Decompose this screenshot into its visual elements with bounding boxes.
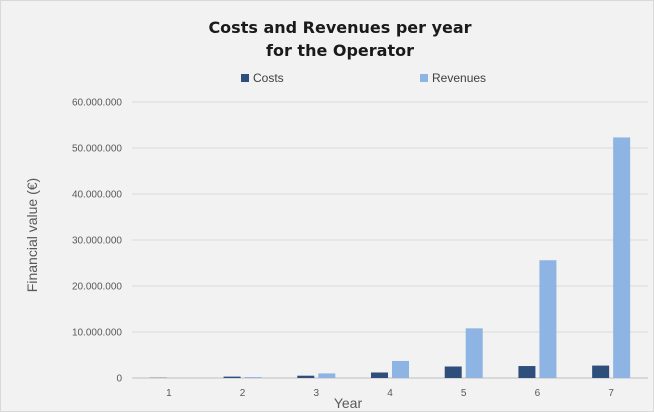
y-tick-label: 10.000.000 bbox=[72, 328, 122, 339]
x-tick-label: 4 bbox=[387, 388, 393, 399]
chart-title-line-2: for the Operator bbox=[266, 41, 414, 60]
bar-costs-year-3 bbox=[297, 375, 315, 378]
bar-costs-year-7 bbox=[592, 365, 610, 378]
y-tick-label: 50.000.000 bbox=[72, 144, 122, 155]
y-axis-ticks: 0 10.000.000 20.000.000 30.000.000 40.000.00… bbox=[72, 98, 123, 385]
bar-revenues-year-5 bbox=[465, 328, 483, 378]
bar-revenues-year-2 bbox=[244, 377, 262, 378]
y-axis-title: Financial value (€) bbox=[24, 178, 40, 292]
legend-label-costs: Costs bbox=[253, 71, 284, 85]
x-axis-title: Year bbox=[334, 395, 363, 411]
bar-revenues-year-4 bbox=[392, 360, 409, 378]
bar-revenues-year-7 bbox=[613, 137, 631, 378]
x-tick-label: 5 bbox=[461, 388, 467, 399]
bar-costs-year-5 bbox=[444, 366, 462, 378]
bar-revenues-year-3 bbox=[318, 373, 336, 378]
legend: Costs Revenues bbox=[241, 71, 486, 85]
gridlines bbox=[132, 101, 648, 379]
x-tick-label: 7 bbox=[608, 388, 614, 399]
x-tick-label: 1 bbox=[166, 388, 172, 399]
x-tick-label: 3 bbox=[314, 388, 320, 399]
bar-costs-year-2 bbox=[223, 376, 241, 378]
y-tick-label: 0 bbox=[116, 374, 122, 385]
y-tick-label: 40.000.000 bbox=[72, 190, 122, 201]
legend-swatch-revenues bbox=[420, 74, 428, 82]
legend-swatch-costs bbox=[241, 74, 249, 82]
y-tick-label: 60.000.000 bbox=[72, 98, 122, 109]
x-axis-ticks: 1 2 3 4 5 6 7 bbox=[166, 388, 614, 399]
bar-costs-year-4 bbox=[371, 372, 388, 378]
x-tick-label: 2 bbox=[240, 388, 246, 399]
x-tick-label: 6 bbox=[535, 388, 541, 399]
legend-label-revenues: Revenues bbox=[432, 71, 486, 85]
bar-revenues-year-6 bbox=[539, 260, 557, 378]
y-tick-label: 30.000.000 bbox=[72, 236, 122, 247]
chart-title-line-1: Costs and Revenues per year bbox=[208, 18, 471, 37]
bar-costs-year-6 bbox=[518, 366, 536, 378]
y-tick-label: 20.000.000 bbox=[72, 282, 122, 293]
bars bbox=[149, 137, 631, 378]
